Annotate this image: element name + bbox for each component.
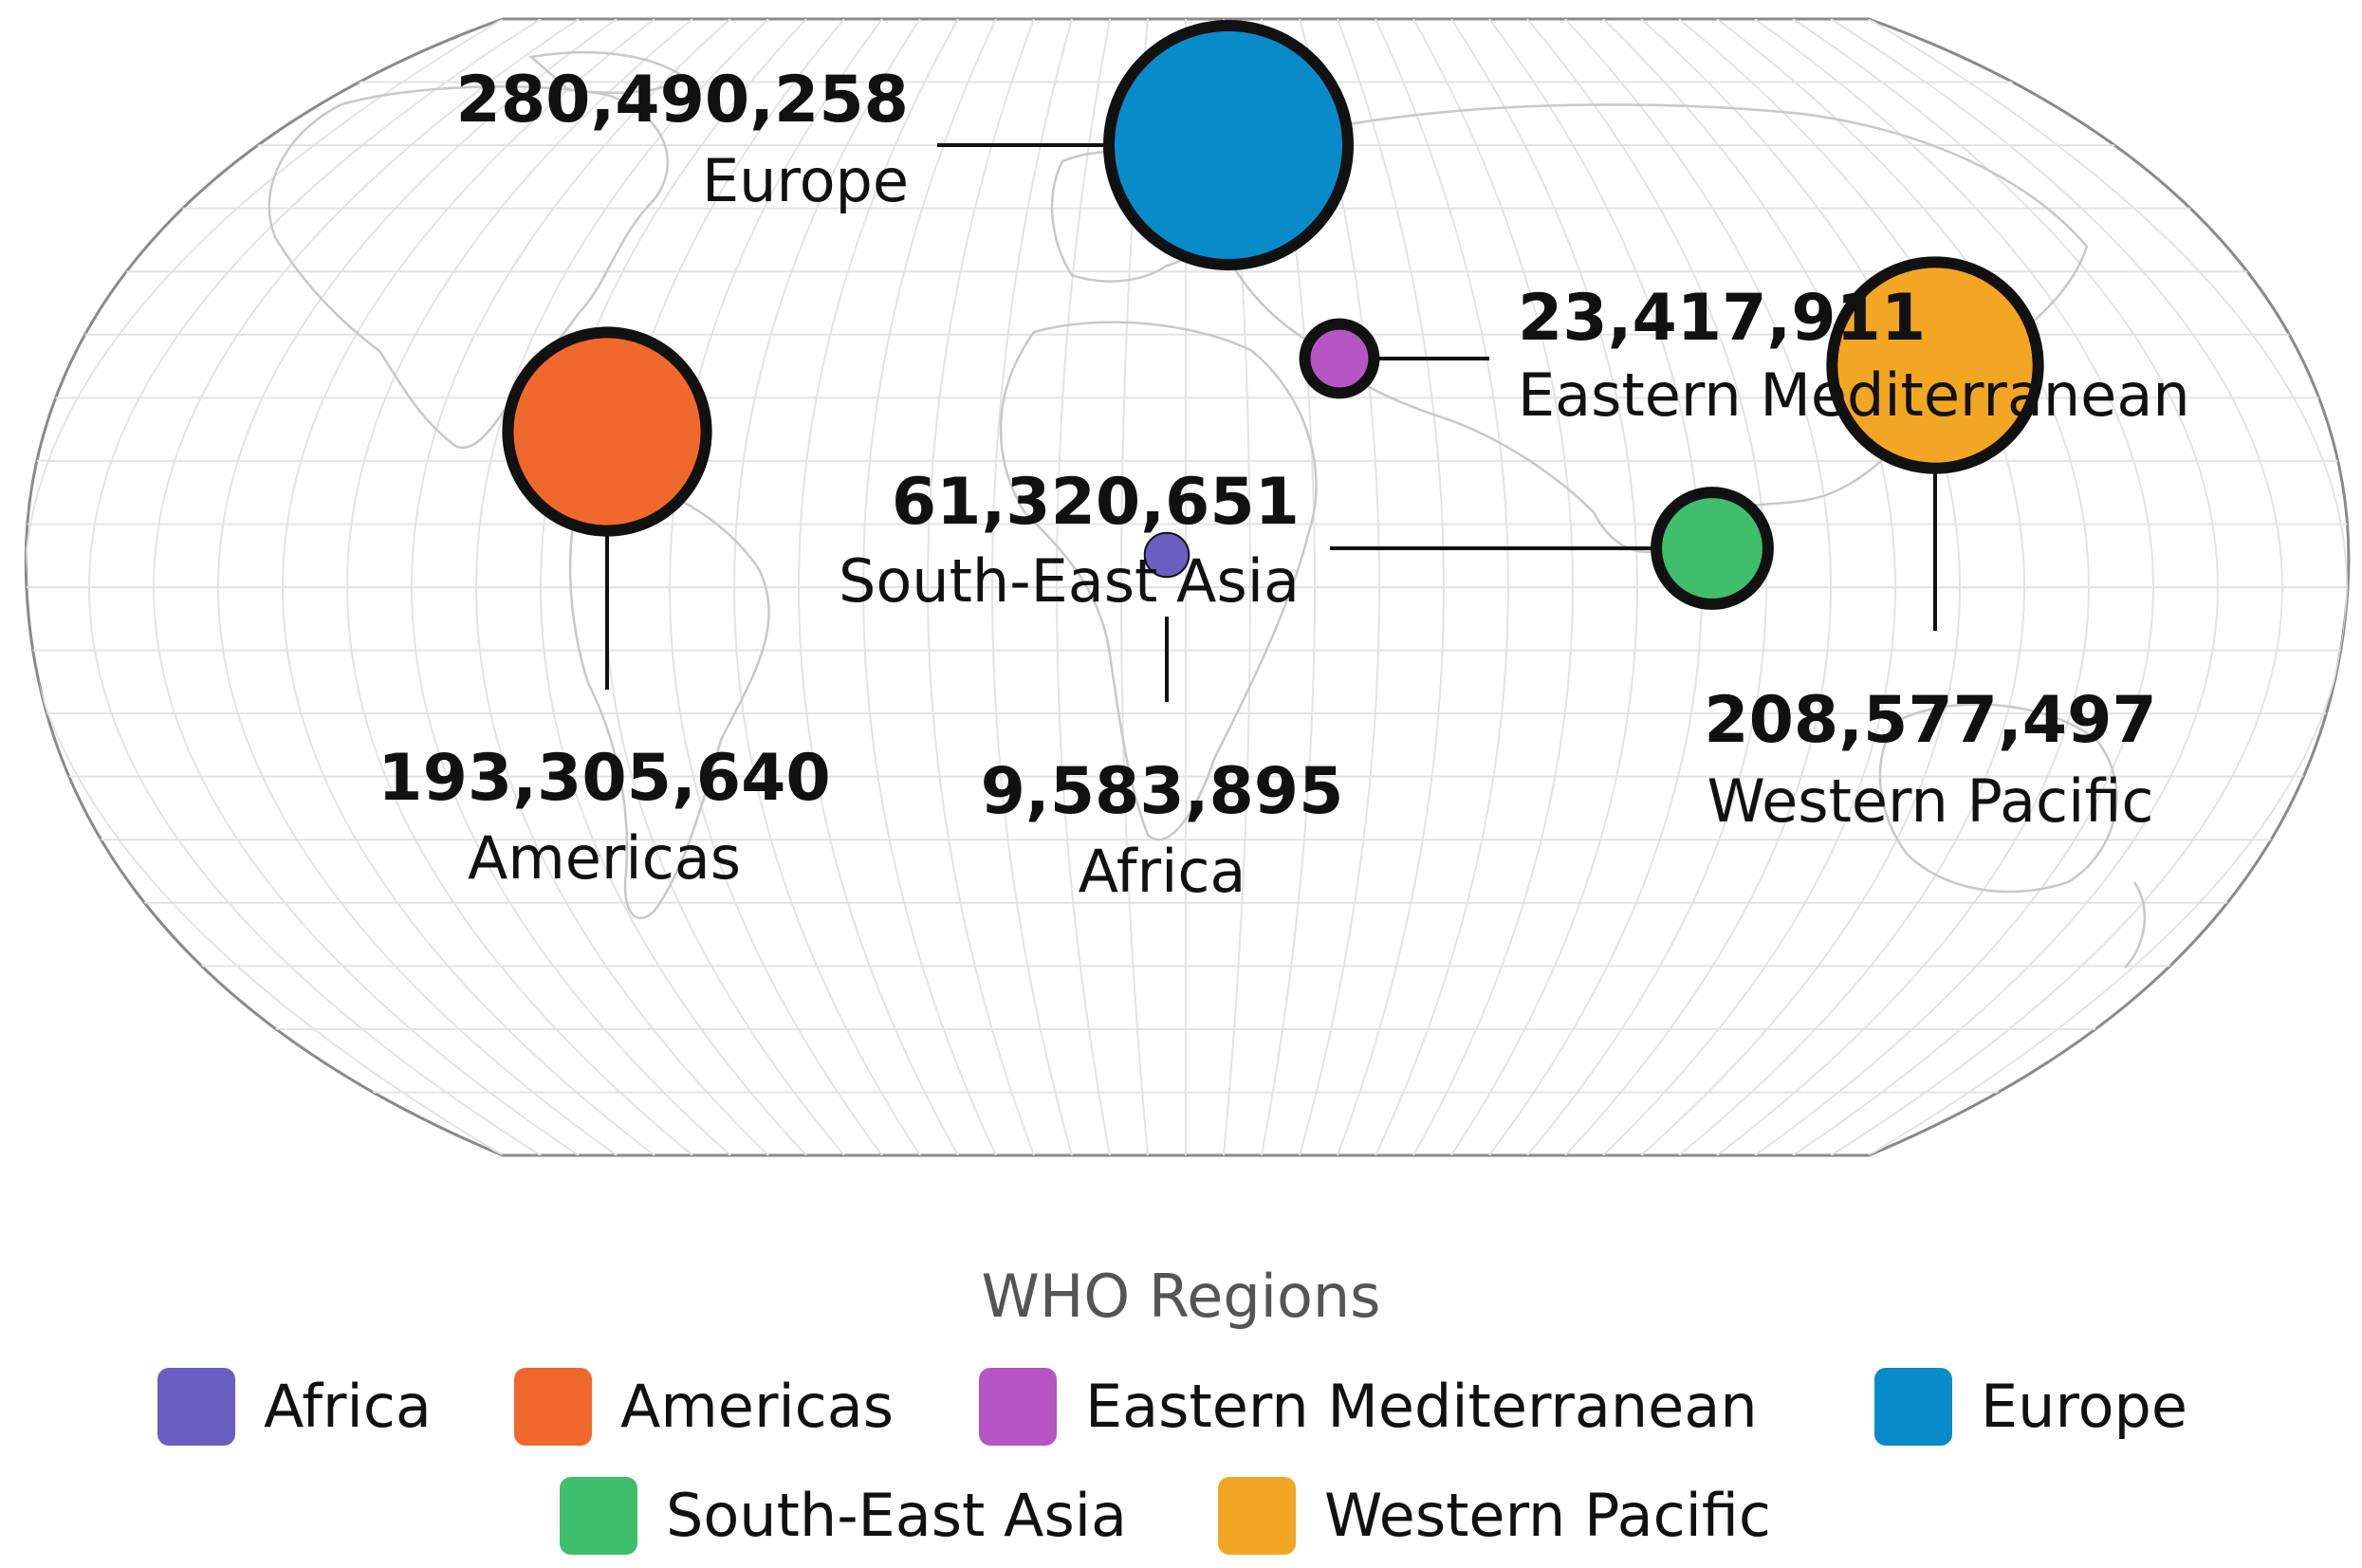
legend-label-south-east-asia: South-East Asia: [666, 1481, 1127, 1550]
legend: WHO Regions Africa Americas Eastern Medi…: [157, 1262, 2187, 1555]
legend-item-americas[interactable]: Americas: [514, 1368, 894, 1446]
legend-label-africa: Africa: [264, 1372, 432, 1441]
south-east-asia-name-label: South-East Asia: [839, 546, 1300, 616]
western-pacific-name-label: Western Pacific: [1707, 766, 2153, 836]
bubble-western-pacific[interactable]: [1826, 256, 2044, 474]
legend-item-europe[interactable]: Europe: [1874, 1368, 2187, 1446]
south-east-asia-value-label: 61,320,651: [892, 465, 1300, 540]
bubble-africa[interactable]: [1143, 531, 1190, 579]
eastern-mediterranean-name-label: Eastern Mediterranean: [1518, 360, 2190, 430]
legend-label-europe: Europe: [1981, 1372, 2187, 1441]
legend-swatch-western-pacific: [1218, 1477, 1296, 1555]
legend-swatch-europe: [1874, 1368, 1952, 1446]
africa-value-label: 9,583,895: [981, 754, 1344, 829]
legend-item-eastern-mediterranean[interactable]: Eastern Mediterranean: [979, 1368, 1758, 1446]
bubble-eastern-mediterranean[interactable]: [1299, 318, 1380, 399]
legend-item-africa[interactable]: Africa: [157, 1368, 432, 1446]
europe-name-label: Europe: [702, 146, 909, 215]
eastern-mediterranean-value-label: 23,417,911: [1518, 281, 1926, 356]
bubble-south-east-asia[interactable]: [1651, 487, 1774, 610]
americas-name-label: Americas: [468, 823, 741, 893]
legend-label-eastern-mediterranean: Eastern Mediterranean: [1085, 1372, 1758, 1441]
legend-label-western-pacific: Western Pacific: [1324, 1481, 1771, 1550]
legend-label-americas: Americas: [620, 1372, 894, 1441]
bubble-europe[interactable]: [1103, 20, 1354, 270]
bubbles: [502, 20, 2044, 610]
legend-title: WHO Regions: [982, 1262, 1381, 1331]
legend-swatch-eastern-mediterranean: [979, 1368, 1057, 1446]
western-pacific-value-label: 208,577,497: [1704, 683, 2157, 758]
legend-swatch-americas: [514, 1368, 592, 1446]
legend-item-south-east-asia[interactable]: South-East Asia: [560, 1477, 1127, 1555]
bubble-americas[interactable]: [502, 326, 712, 537]
europe-value-label: 280,490,258: [456, 63, 910, 138]
legend-item-western-pacific[interactable]: Western Pacific: [1218, 1477, 1771, 1555]
americas-value-label: 193,305,640: [378, 741, 831, 816]
africa-name-label: Africa: [1079, 837, 1246, 906]
legend-swatch-south-east-asia: [560, 1477, 637, 1555]
bubble-labels: 280,490,258 Europe 193,305,640 Americas …: [378, 63, 2189, 906]
legend-swatch-africa: [157, 1368, 235, 1446]
